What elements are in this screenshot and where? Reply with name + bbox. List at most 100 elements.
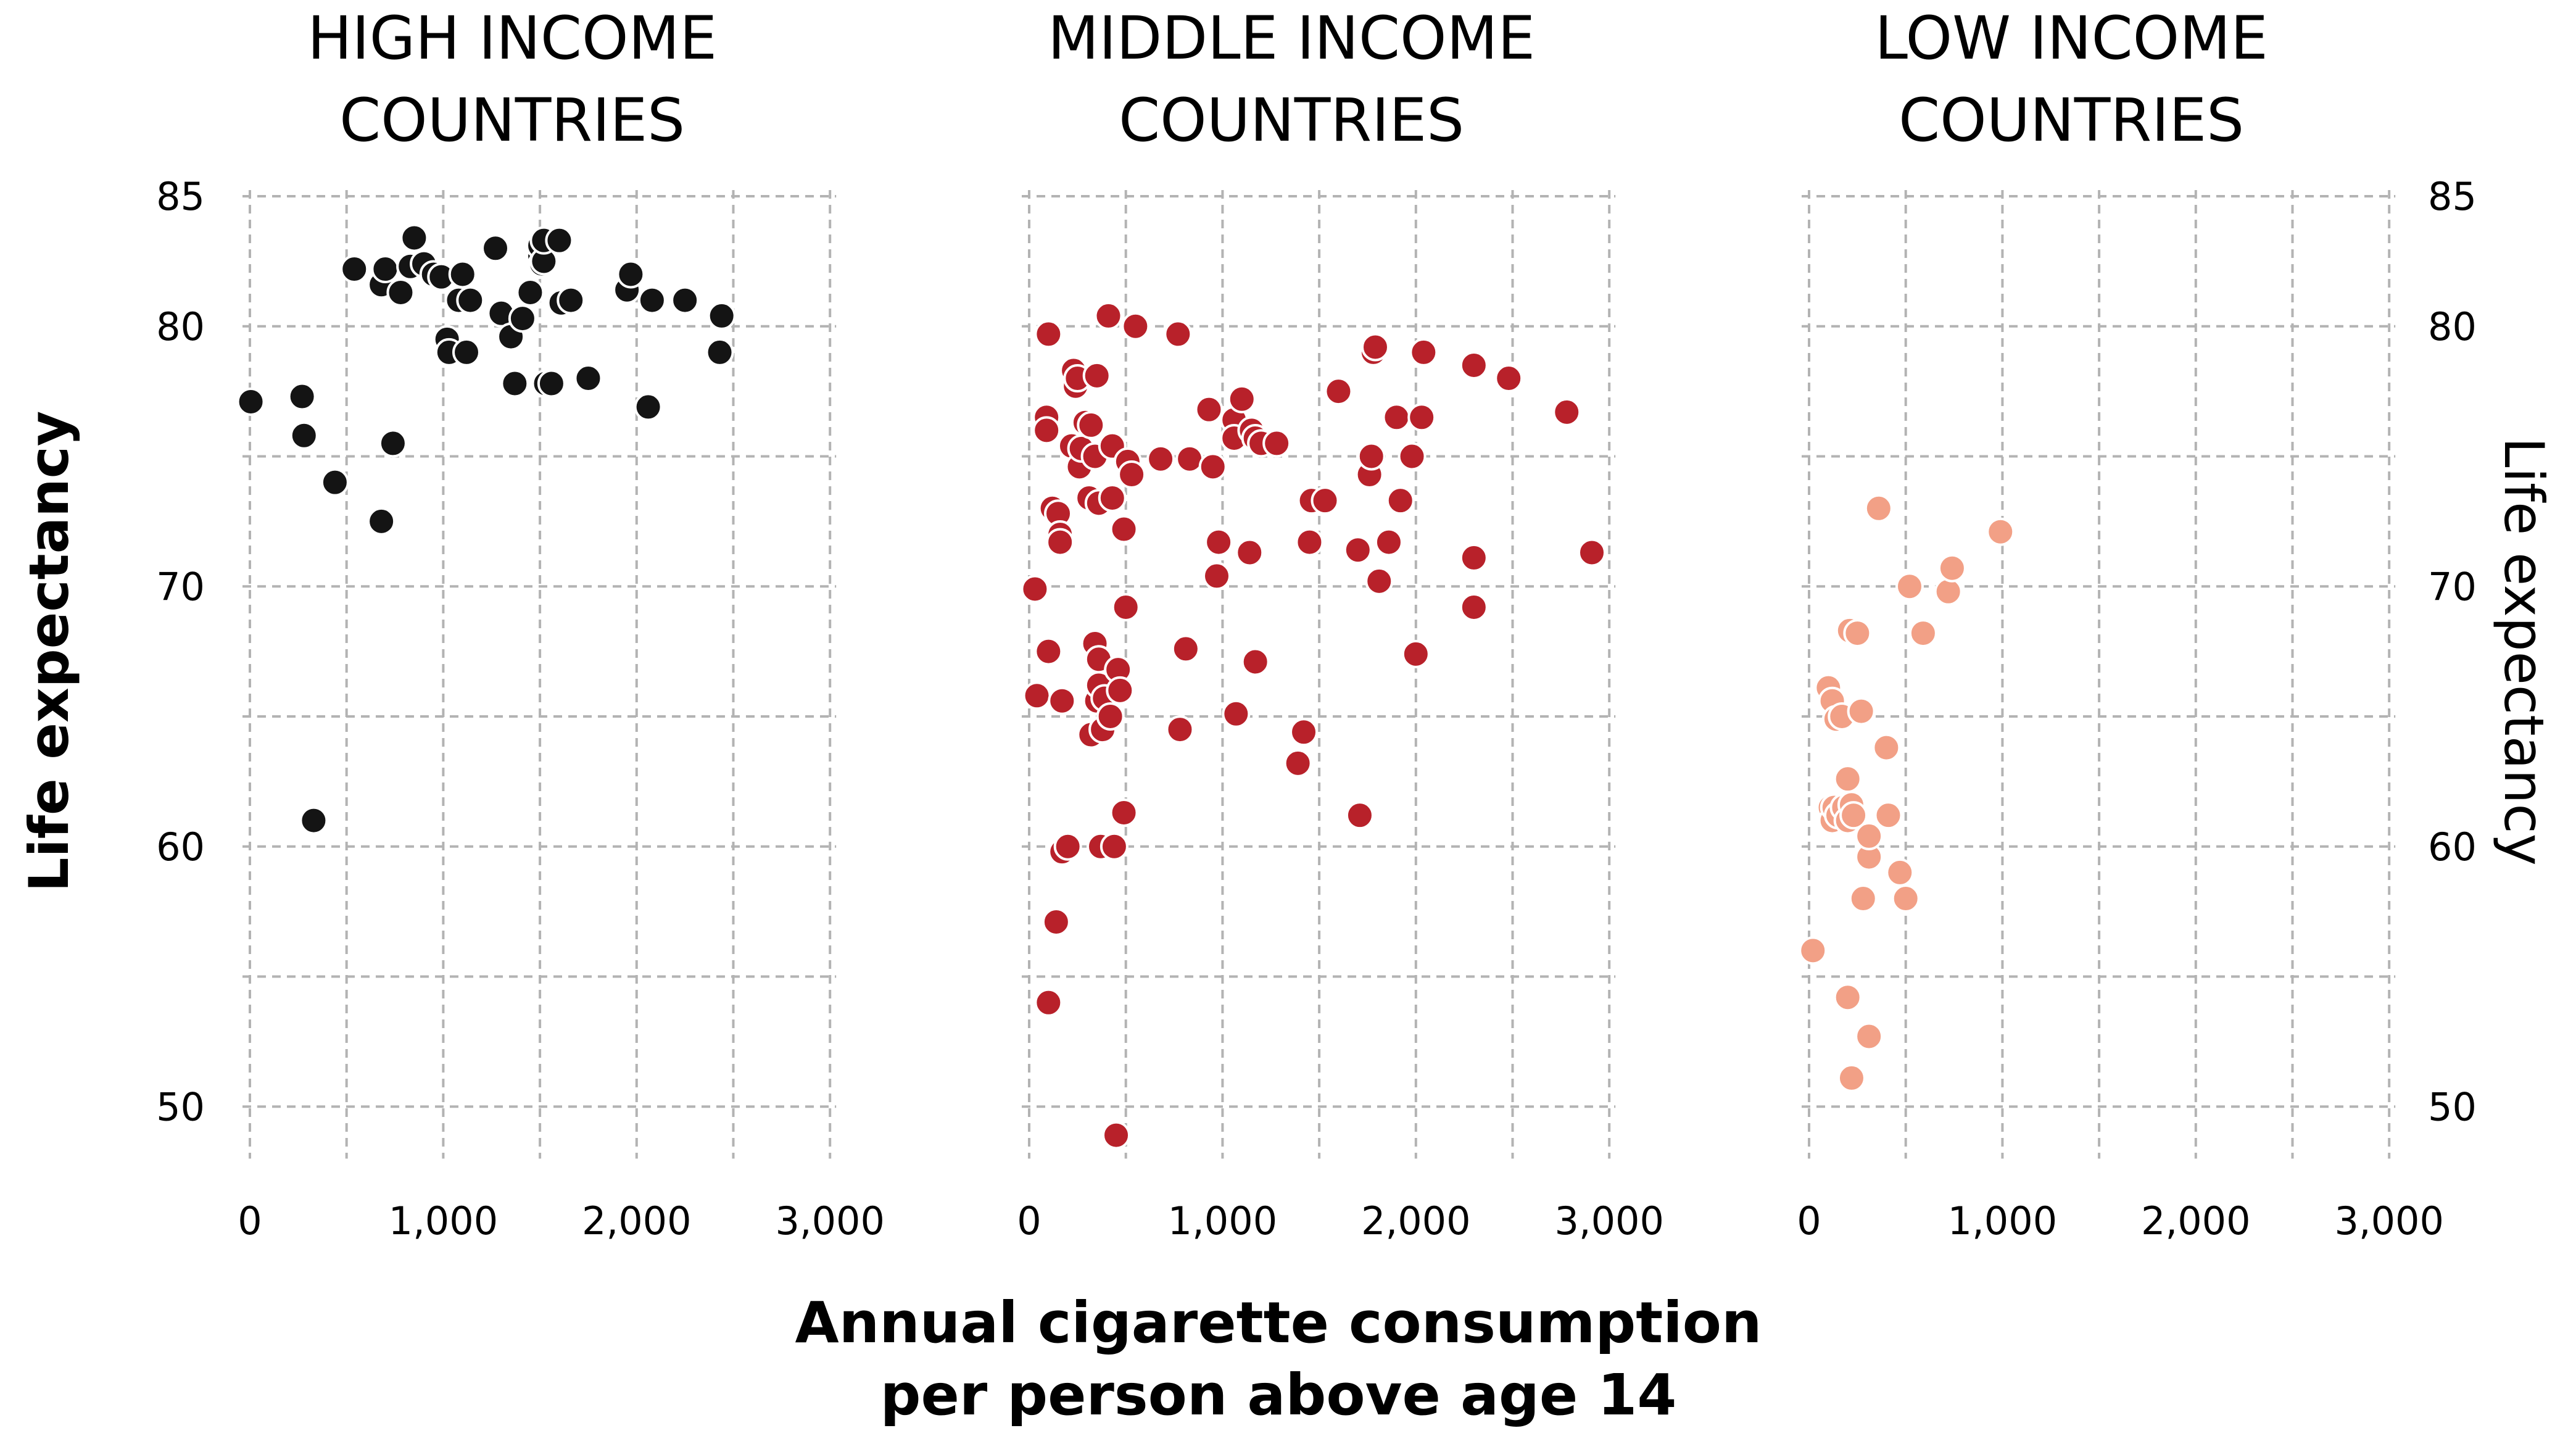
data-point <box>320 468 349 497</box>
data-point <box>1409 338 1438 367</box>
data-point <box>1886 858 1915 887</box>
data-point <box>1096 702 1125 731</box>
data-point <box>340 255 369 284</box>
data-point <box>508 304 537 333</box>
data-point <box>1847 697 1876 726</box>
data-point <box>1407 403 1436 432</box>
data-point <box>1849 884 1878 913</box>
grid-layer <box>242 190 2396 1159</box>
data-point <box>1311 486 1340 515</box>
data-point <box>1042 907 1071 936</box>
panel-title-line: COUNTRIES <box>339 86 685 155</box>
y-tick-label-left: 60 <box>156 824 205 869</box>
data-point <box>1874 801 1903 830</box>
data-point <box>1241 647 1270 676</box>
data-point <box>1459 592 1488 621</box>
y-tick-label-right: 85 <box>2428 174 2477 219</box>
data-point <box>1117 460 1146 489</box>
data-point <box>1195 395 1224 424</box>
data-point <box>1198 452 1227 481</box>
data-point <box>1577 538 1606 567</box>
data-point <box>1202 562 1231 591</box>
data-point <box>545 226 574 255</box>
y-axis-label-left: Life expectancy <box>17 411 81 892</box>
data-point <box>371 255 400 284</box>
y-axis-label-right: Life expectancy <box>2492 437 2556 865</box>
data-point <box>1121 312 1150 341</box>
data-point <box>1022 681 1051 710</box>
data-point <box>1365 567 1394 596</box>
data-point <box>1864 494 1893 523</box>
data-point <box>616 260 645 289</box>
x-tick-label: 0 <box>1797 1198 1821 1243</box>
data-point <box>1398 442 1427 471</box>
data-point <box>671 286 700 315</box>
data-point <box>456 286 485 315</box>
data-point <box>448 260 477 289</box>
x-tick-label: 1,000 <box>1948 1198 2058 1243</box>
data-point <box>1799 936 1828 965</box>
data-point <box>1295 528 1324 557</box>
data-point <box>288 382 317 411</box>
data-point <box>367 507 396 536</box>
y-tick-label-left: 80 <box>156 304 205 349</box>
data-point <box>500 369 529 398</box>
data-point <box>1175 444 1204 473</box>
data-point <box>1098 483 1127 512</box>
data-point <box>1934 577 1963 606</box>
data-point <box>1222 699 1251 728</box>
data-point <box>1837 1063 1866 1092</box>
data-point <box>1843 619 1872 648</box>
x-tick-label: 2,000 <box>1361 1198 1471 1243</box>
y-tick-label-right: 80 <box>2428 304 2477 349</box>
data-point <box>1986 517 2015 546</box>
data-point <box>1839 801 1868 830</box>
data-point <box>1094 301 1123 330</box>
x-axis-label-line: per person above age 14 <box>880 1362 1677 1428</box>
panel-title-line: MIDDLE INCOME <box>1048 4 1535 73</box>
data-point <box>1235 538 1264 567</box>
data-point <box>400 223 429 252</box>
data-point <box>1077 410 1106 439</box>
x-tick-label: 3,000 <box>2334 1198 2444 1243</box>
data-point <box>1937 554 1966 583</box>
data-point <box>386 278 415 307</box>
data-point <box>1401 639 1430 668</box>
data-point <box>1833 983 1862 1012</box>
x-tick-label: 2,000 <box>2141 1198 2251 1243</box>
data-point <box>1343 536 1372 565</box>
data-point <box>1146 444 1175 473</box>
y-tick-label-left: 85 <box>156 174 205 219</box>
data-point <box>1908 619 1937 648</box>
data-point <box>1494 364 1523 393</box>
data-point <box>1046 528 1075 557</box>
panel-title-line: COUNTRIES <box>1119 86 1464 155</box>
data-point <box>1053 832 1082 861</box>
data-point <box>1048 686 1077 715</box>
data-point <box>1171 634 1200 663</box>
data-point <box>1855 1022 1884 1051</box>
data-point <box>1459 351 1488 380</box>
x-tick-label: 3,000 <box>1554 1198 1664 1243</box>
y-tick-label-left: 70 <box>156 564 205 609</box>
data-point <box>289 421 318 450</box>
x-tick-label: 2,000 <box>582 1198 692 1243</box>
data-point <box>1374 528 1403 557</box>
x-tick-label: 3,000 <box>775 1198 885 1243</box>
data-point <box>452 338 481 367</box>
data-point <box>1034 637 1063 666</box>
data-point <box>481 234 510 263</box>
data-point <box>1290 718 1319 747</box>
data-point <box>1895 572 1924 601</box>
x-tick-label: 1,000 <box>389 1198 499 1243</box>
y-tick-label-right: 70 <box>2428 564 2477 609</box>
data-point <box>1386 486 1415 515</box>
y-tick-label-right: 60 <box>2428 824 2477 869</box>
data-point <box>1111 592 1140 621</box>
data-point <box>1552 397 1581 426</box>
data-point <box>1109 515 1138 544</box>
data-point <box>1034 320 1063 349</box>
data-point <box>1459 543 1488 572</box>
x-tick-label: 0 <box>1017 1198 1041 1243</box>
x-tick-label: 1,000 <box>1168 1198 1278 1243</box>
